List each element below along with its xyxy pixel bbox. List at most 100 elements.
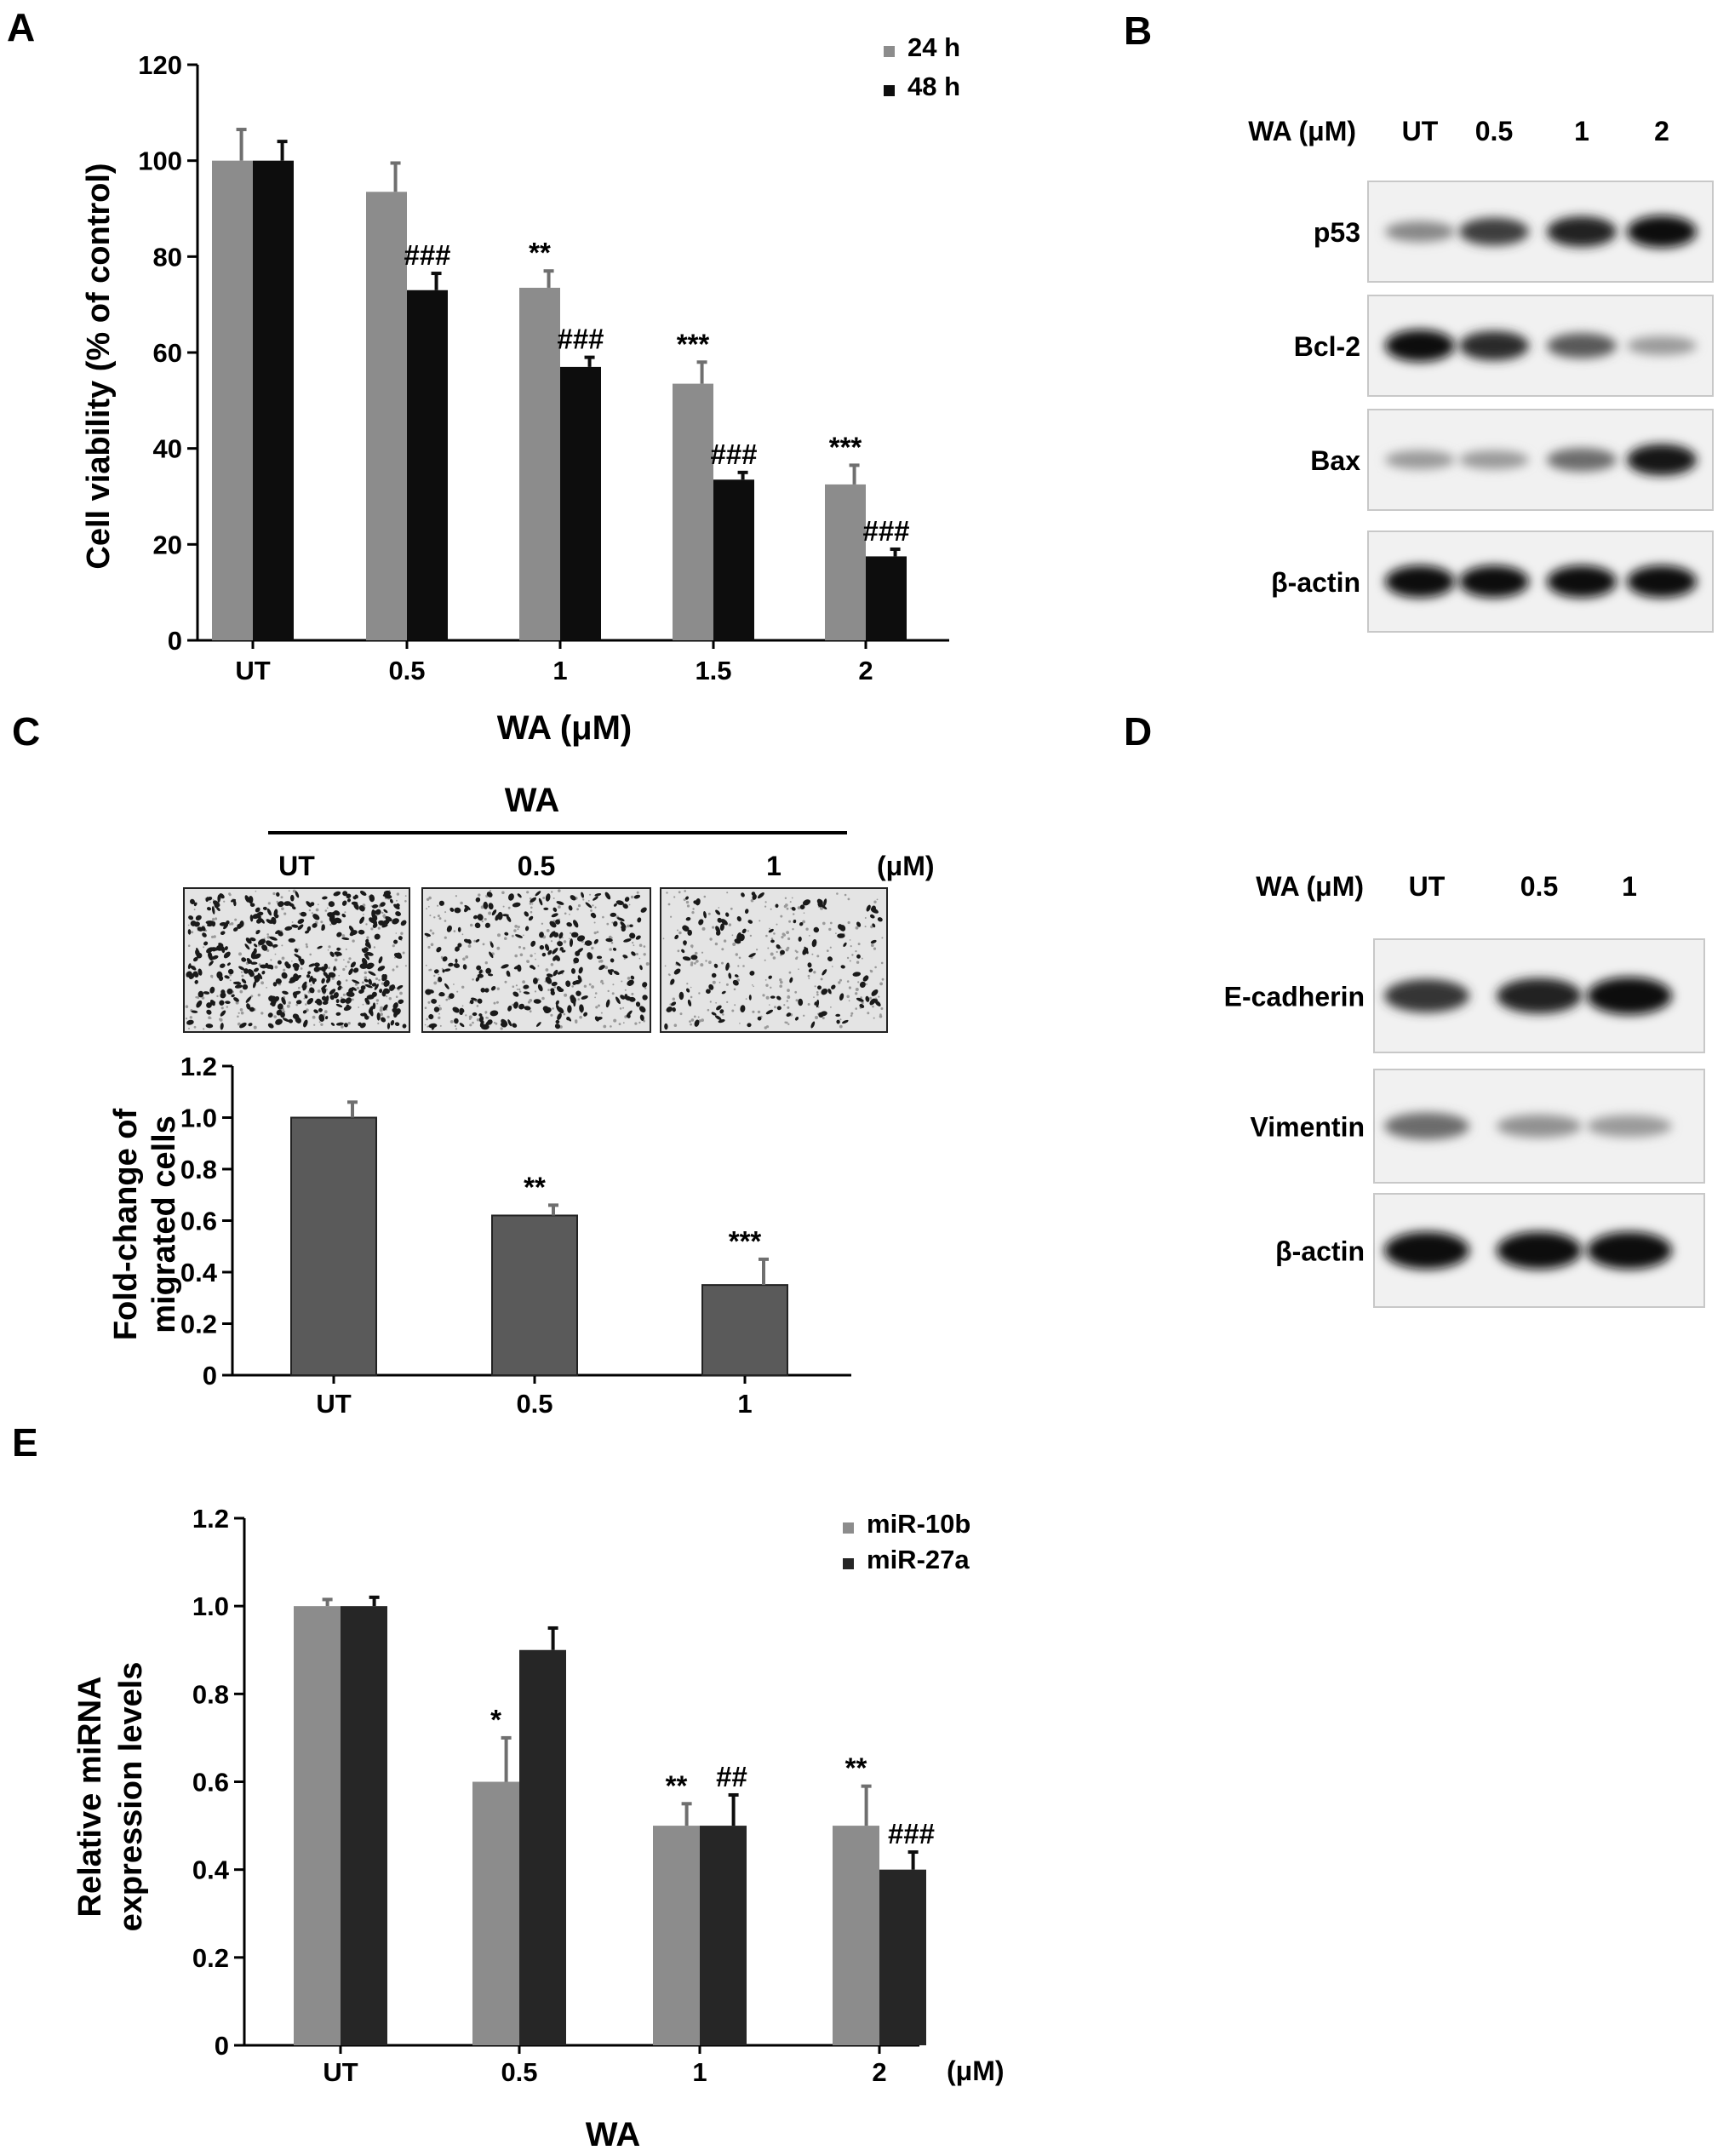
cell (248, 1023, 253, 1027)
cell (488, 903, 494, 910)
cell (275, 914, 279, 919)
cell (467, 939, 472, 944)
migration-unit: (μM) (877, 851, 935, 881)
blot-b-header-label: WA (μM) (1248, 116, 1356, 146)
cell (381, 924, 388, 928)
cell (360, 985, 366, 990)
background-speckle (609, 948, 612, 951)
background-speckle (577, 904, 581, 908)
background-speckle (851, 954, 854, 956)
cell (275, 978, 282, 984)
background-speckle (784, 1021, 787, 1024)
blot-band (1627, 215, 1697, 248)
blot-band (1459, 217, 1529, 246)
background-speckle (212, 898, 215, 901)
chart-e-ylabel-line1: Relative miRNA (72, 1677, 108, 1918)
background-speckle (662, 938, 665, 940)
cell (209, 986, 215, 994)
background-speckle (229, 979, 232, 982)
x-tick-label: 0.5 (388, 656, 425, 685)
background-speckle (238, 1012, 240, 1014)
background-speckle (211, 935, 215, 938)
cell (532, 978, 538, 984)
cell (196, 952, 203, 959)
background-speckle (220, 1006, 224, 1010)
bar (491, 1214, 578, 1376)
background-speckle (507, 906, 511, 909)
cell (214, 901, 220, 909)
cell (224, 946, 228, 951)
cell (642, 982, 648, 988)
background-speckle (598, 1004, 600, 1007)
y-tick-label: 1.2 (180, 1052, 217, 1081)
cell (281, 972, 288, 979)
cell (267, 1023, 274, 1029)
background-speckle (404, 895, 407, 897)
background-speckle (770, 908, 772, 910)
cell (635, 935, 641, 940)
background-speckle (609, 935, 612, 939)
background-speckle (794, 990, 798, 994)
cell (313, 1009, 318, 1014)
background-speckle (701, 951, 704, 954)
cell (328, 972, 336, 978)
background-speckle (670, 915, 673, 918)
cell (186, 1019, 194, 1025)
background-speckle (788, 971, 792, 974)
cell (453, 963, 461, 968)
background-speckle (611, 992, 615, 995)
cell (579, 1004, 584, 1013)
cell (827, 989, 832, 995)
y-tick-label: 80 (153, 242, 182, 272)
cell (244, 943, 250, 950)
background-speckle (632, 942, 634, 944)
legend-label: miR-10b (867, 1509, 970, 1539)
background-speckle (280, 896, 283, 899)
cell (335, 952, 339, 957)
cell (269, 936, 278, 941)
chart-c-fold-change: Fold-change of migrated cells 0 0.2 0.4 0.6… (108, 1052, 851, 1419)
cell (295, 1000, 302, 1005)
cell (841, 1019, 849, 1024)
background-speckle (829, 946, 832, 949)
cell (361, 948, 367, 954)
background-speckle (786, 1000, 788, 1002)
cell (227, 968, 234, 975)
background-speckle (813, 996, 815, 998)
cell (452, 1006, 460, 1013)
blot-band (1384, 1231, 1469, 1270)
cell (389, 984, 396, 991)
x-tick-label: 0.5 (501, 2057, 537, 2087)
background-speckle (493, 1021, 496, 1024)
background-speckle (732, 943, 736, 946)
cell (870, 908, 879, 914)
cell (253, 948, 257, 955)
bar (519, 287, 560, 640)
background-speckle (835, 932, 837, 934)
cell (350, 961, 357, 968)
cell (604, 892, 611, 900)
cell (690, 955, 698, 960)
background-speckle (266, 933, 270, 936)
cell (341, 914, 346, 918)
background-speckle (576, 908, 579, 911)
background-speckle (870, 943, 874, 948)
background-speckle (427, 936, 428, 938)
legend-label: miR-27a (867, 1545, 970, 1574)
background-speckle (583, 984, 587, 989)
background-speckle (212, 917, 215, 920)
x-tick-label: 0.5 (516, 1389, 552, 1419)
bar (560, 366, 601, 640)
cell (616, 917, 625, 921)
background-speckle (354, 983, 358, 986)
cell (556, 986, 563, 992)
cell (266, 908, 272, 916)
cell (545, 893, 551, 902)
background-speckle (803, 1014, 805, 1018)
background-speckle (276, 900, 278, 903)
background-speckle (803, 912, 805, 914)
background-speckle (795, 957, 798, 960)
cell (206, 1002, 212, 1008)
cell (674, 935, 679, 939)
background-speckle (558, 939, 560, 941)
